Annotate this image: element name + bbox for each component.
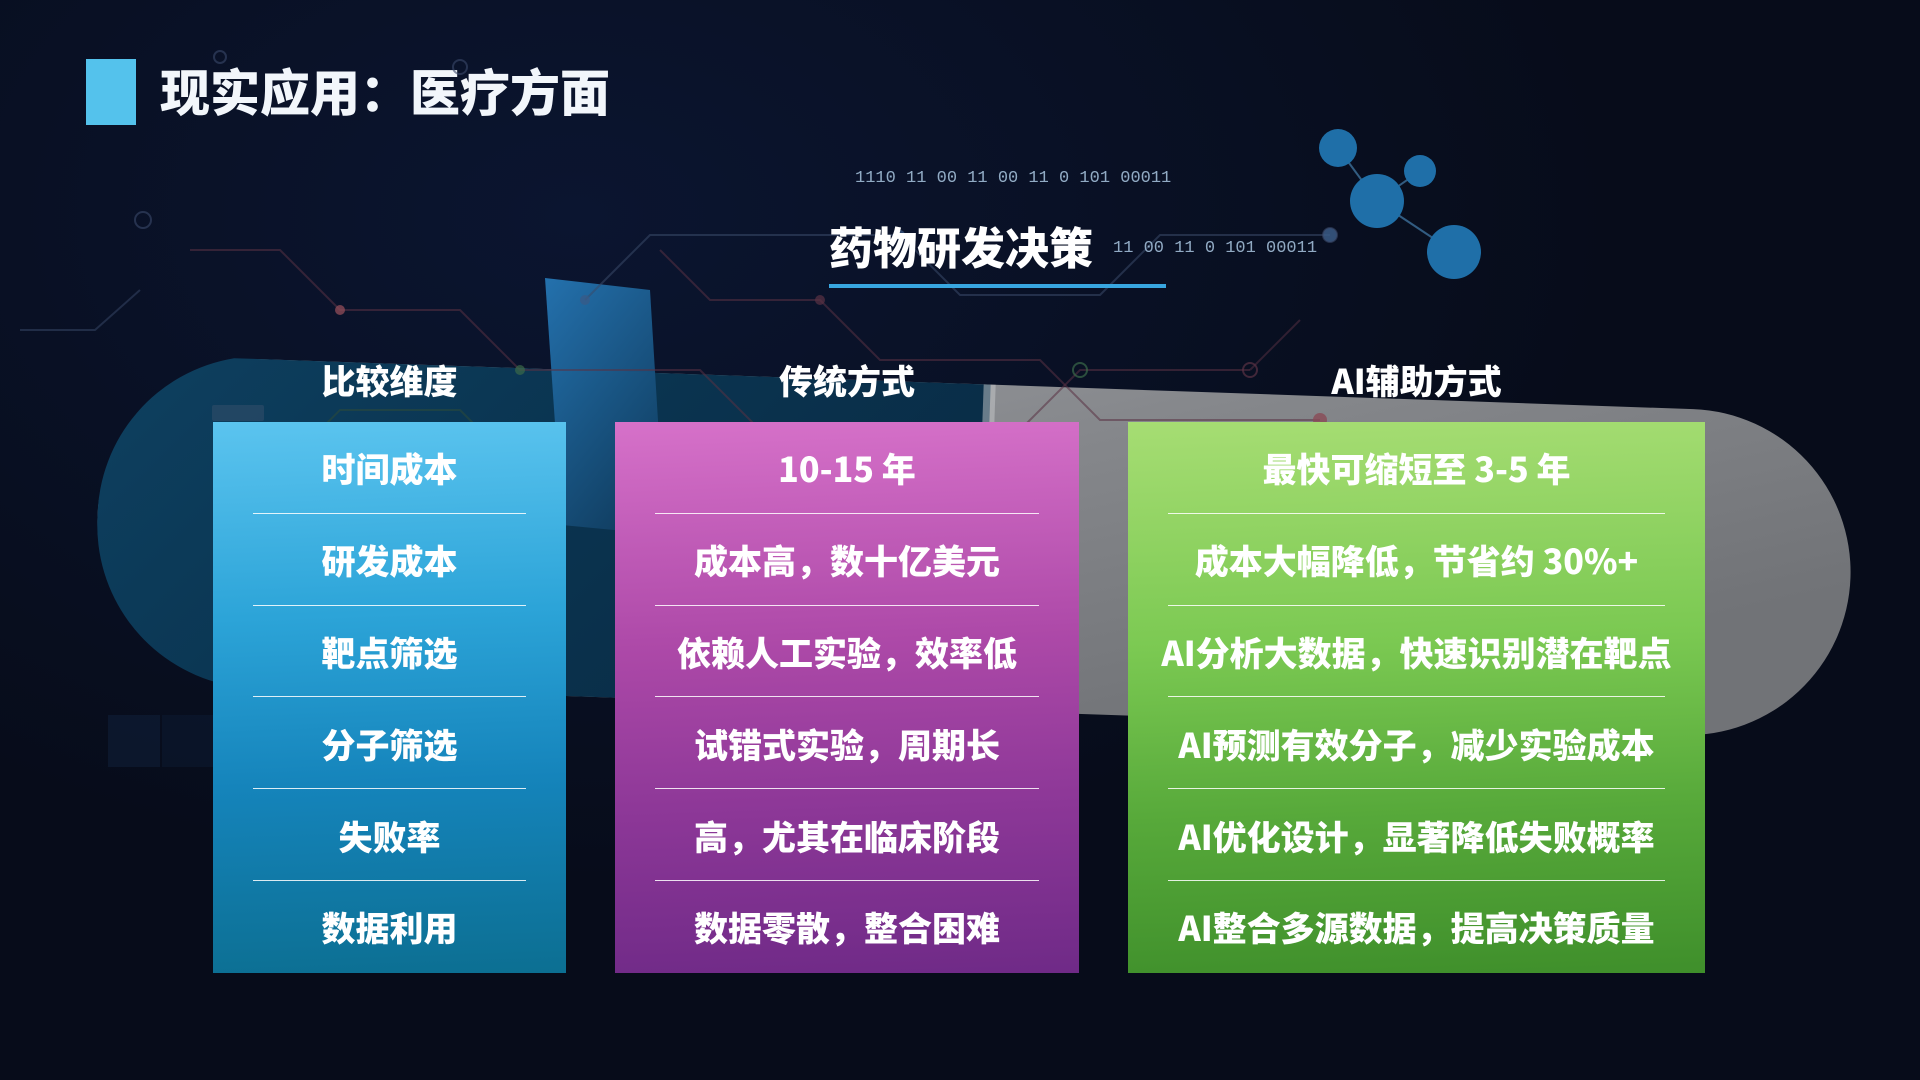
svg-text:11 00 11 0 101 00011: 11 00 11 0 101 00011 (1113, 239, 1317, 258)
svg-text:1110 11 00 11 00 11 0 101 000: 1110 11 00 11 00 11 0 101 00011 (855, 169, 1171, 188)
